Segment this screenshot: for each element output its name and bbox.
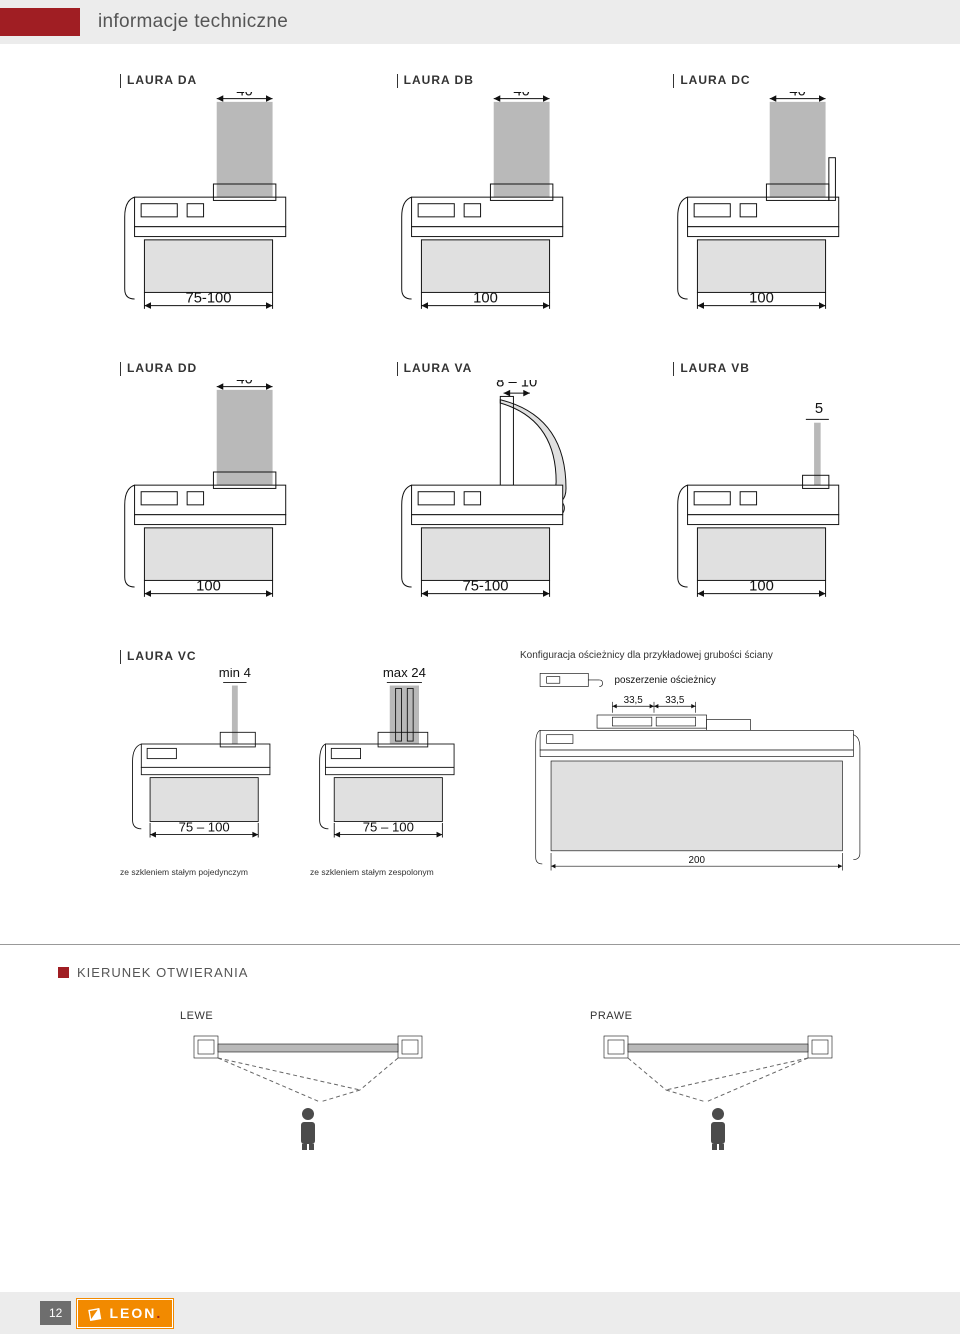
profile-cell: LAURA VB 5 100 [673, 362, 880, 610]
profile-diagram: 8 – 10 [397, 380, 597, 610]
profile-title: LAURA DD [120, 362, 327, 376]
svg-text:100: 100 [473, 290, 498, 306]
svg-text:40: 40 [790, 92, 806, 99]
svg-text:min 4: min 4 [219, 668, 251, 680]
header-title: informacje techniczne [98, 11, 288, 33]
svg-text:33,5: 33,5 [665, 695, 685, 706]
profile-diagram: 40 100 [397, 92, 597, 322]
header-accent-block [0, 8, 80, 36]
profile-title: LAURA DB [397, 74, 604, 88]
profiles-row-3: LAURA VC min 4 [120, 650, 880, 904]
profile-diagram: 40 100 [120, 380, 320, 610]
svg-text:100: 100 [750, 578, 775, 594]
accent-square-icon [58, 967, 69, 978]
svg-text:75 – 100: 75 – 100 [363, 820, 414, 835]
profile-title: LAURA VC [120, 650, 490, 664]
header: informacje techniczne [0, 0, 960, 44]
direction-section: KIERUNEK OTWIERANIA LEWE [0, 944, 960, 1157]
svg-text:40: 40 [513, 92, 529, 99]
profile-diagram: 40 100 [673, 92, 873, 322]
direction-title-text: KIERUNEK OTWIERANIA [77, 965, 248, 980]
svg-text:100: 100 [750, 290, 775, 306]
svg-text:100: 100 [196, 578, 221, 594]
brand-logo-text: LEON [109, 1305, 156, 1321]
vc-left: min 4 75 – 100 [120, 668, 300, 877]
profile-cell: LAURA DA 40 [120, 74, 327, 322]
profile-cell: LAURA DD 40 [120, 362, 327, 610]
direction-left-label: LEWE [180, 1010, 440, 1022]
svg-text:40: 40 [236, 92, 252, 99]
config-title: Konfiguracja ościeżnicy dla przykładowej… [520, 650, 880, 661]
profile-title: LAURA DC [673, 74, 880, 88]
direction-right: PRAWE [590, 1010, 850, 1157]
footer: 12 ◪ LEON. [0, 1292, 960, 1334]
vc-right: max 24 [310, 668, 490, 877]
vc-left-caption: ze szkleniem stałym pojedynczym [120, 867, 300, 877]
config-block: Konfiguracja ościeżnicy dla przykładowej… [520, 650, 880, 904]
svg-text:33,5: 33,5 [624, 695, 644, 706]
svg-text:200: 200 [688, 855, 705, 866]
svg-text:40: 40 [236, 380, 252, 387]
profile-cell: LAURA VA 8 – 10 [397, 362, 604, 610]
svg-text:max 24: max 24 [383, 668, 426, 680]
profiles-section: LAURA DA 40 [0, 44, 960, 904]
direction-right-label: PRAWE [590, 1010, 850, 1022]
profile-diagram: 5 100 [673, 380, 873, 610]
profiles-grid: LAURA DA 40 [120, 74, 880, 610]
svg-text:5: 5 [815, 401, 823, 417]
svg-text:8 – 10: 8 – 10 [496, 380, 537, 391]
page-number: 12 [40, 1301, 71, 1325]
svg-text:75-100: 75-100 [462, 578, 508, 594]
vc-right-caption: ze szkleniem stałym zespolonym [310, 867, 490, 877]
direction-title: KIERUNEK OTWIERANIA [58, 965, 920, 980]
svg-text:75 – 100: 75 – 100 [179, 820, 230, 835]
profile-vc-block: LAURA VC min 4 [120, 650, 490, 904]
profile-title: LAURA DA [120, 74, 327, 88]
svg-text:75-100: 75-100 [186, 290, 232, 306]
profile-cell: LAURA DC 40 [673, 74, 880, 322]
profile-title: LAURA VB [673, 362, 880, 376]
svg-text:poszerzenie ościeżnicy: poszerzenie ościeżnicy [615, 675, 716, 686]
brand-logo: ◪ LEON. [77, 1299, 173, 1328]
direction-left: LEWE [180, 1010, 440, 1157]
profile-diagram: 40 75-100 [120, 92, 320, 322]
profile-title: LAURA VA [397, 362, 604, 376]
profile-cell: LAURA DB 40 [397, 74, 604, 322]
